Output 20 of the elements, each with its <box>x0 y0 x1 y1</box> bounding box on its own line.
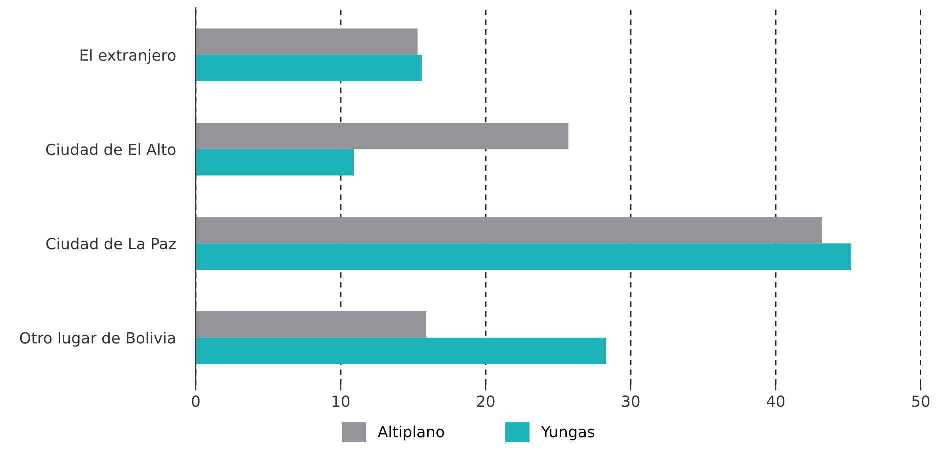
y-tick-label: Ciudad de La Paz <box>46 238 176 250</box>
y-tick-label: Otro lugar de Bolivia <box>20 332 176 347</box>
y-tick-label: El extranjero <box>80 49 176 64</box>
x-tick-label: 40 <box>767 396 785 408</box>
x-tick-label: 50 <box>912 396 930 408</box>
legend-label: Yungas <box>541 426 595 441</box>
x-tick-label: 0 <box>192 396 200 408</box>
bar <box>196 338 606 364</box>
bar <box>196 55 422 82</box>
x-tick-label: 30 <box>622 396 640 408</box>
x-tick-label: 20 <box>477 396 495 408</box>
bar <box>196 122 569 150</box>
x-tick-label: 10 <box>332 396 350 408</box>
bar <box>196 244 852 270</box>
y-tick-label: Ciudad de El Alto <box>46 144 176 156</box>
bar <box>196 28 418 56</box>
bar <box>196 217 822 244</box>
bar <box>196 311 427 338</box>
bar <box>196 149 354 176</box>
legend-label: Altiplano <box>378 426 444 441</box>
